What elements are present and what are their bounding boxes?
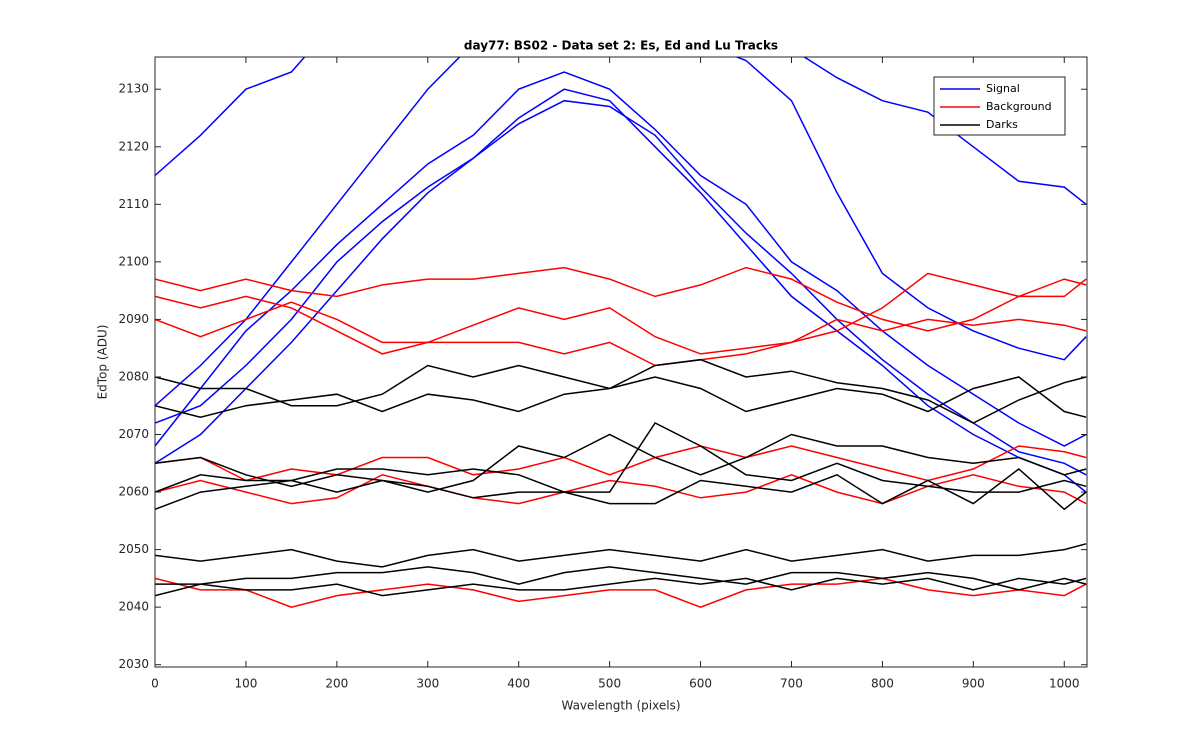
x-tick-label: 400 [507, 677, 530, 691]
y-tick-label: 2090 [118, 312, 149, 326]
x-tick-label: 700 [780, 677, 803, 691]
y-axis-label: EdTop (ADU) [96, 325, 110, 400]
y-tick-label: 2110 [118, 197, 149, 211]
data-line [155, 433, 1087, 493]
y-tick-label: 2060 [118, 485, 149, 499]
legend: Signal Background Darks [933, 76, 1066, 136]
chart-title: day77: BS02 - Data set 2: Es, Ed and Lu … [464, 39, 778, 53]
x-tick-label: 600 [689, 677, 712, 691]
x-axis-label: Wavelength (pixels) [561, 699, 680, 713]
data-line [155, 445, 1087, 482]
y-tick-label: 2100 [118, 254, 149, 268]
data-line [155, 468, 1087, 511]
data-line [155, 71, 1087, 447]
x-tick-label: 100 [234, 677, 257, 691]
x-tick-label: 300 [416, 677, 439, 691]
axes: 0 100 200 300 400 500 600 700 800 900 1000 2030 2040… [118, 57, 1087, 691]
data-line [155, 376, 1087, 418]
data-line [155, 422, 1087, 493]
data-line [155, 88, 1087, 493]
data-line [155, 57, 1087, 407]
axes-box [154, 56, 1088, 668]
data-line [155, 577, 1087, 609]
x-tick-label: 900 [962, 677, 985, 691]
y-tick-label: 2130 [118, 82, 149, 96]
x-tick-label: 200 [325, 677, 348, 691]
y-tick-label: 2030 [118, 657, 149, 671]
y-tick-label: 2070 [118, 427, 149, 441]
x-tick-label: 0 [151, 677, 159, 691]
legend-label: Signal [986, 82, 1020, 95]
legend-label: Darks [986, 118, 1018, 131]
y-tick-label: 2050 [118, 542, 149, 556]
x-tick-label: 1000 [1049, 677, 1080, 691]
data-line [155, 272, 1087, 355]
y-tick-label: 2120 [118, 139, 149, 153]
legend-label: Background [986, 100, 1052, 113]
x-tick-label: 500 [598, 677, 621, 691]
data-line [155, 99, 1087, 476]
data-line [155, 358, 1087, 424]
plot-area [155, 57, 1087, 667]
y-tick-label: 2040 [118, 600, 149, 614]
data-line [155, 566, 1087, 591]
data-line [155, 543, 1087, 568]
x-tick-label: 800 [871, 677, 894, 691]
data-line [155, 473, 1087, 505]
data-line [155, 295, 1087, 367]
data-line [155, 577, 1087, 597]
y-tick-label: 2080 [118, 369, 149, 383]
data-line [155, 266, 1087, 332]
